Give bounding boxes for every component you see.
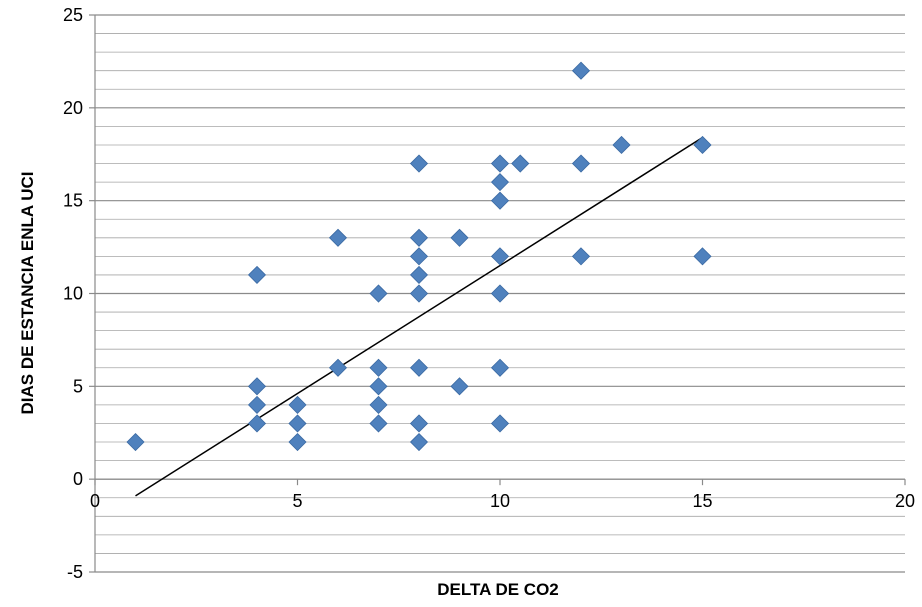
data-point xyxy=(693,247,712,266)
data-point xyxy=(247,377,267,396)
data-point xyxy=(490,154,510,173)
grid-lines xyxy=(89,14,906,573)
data-points xyxy=(126,61,712,452)
data-point xyxy=(511,154,530,173)
data-point xyxy=(571,247,591,266)
data-point xyxy=(288,395,307,414)
data-point xyxy=(409,284,429,303)
data-point xyxy=(369,358,388,377)
x-tick-label: 10 xyxy=(490,491,510,511)
data-point xyxy=(571,61,591,80)
x-tick-label: 5 xyxy=(292,491,302,511)
x-tick-label: 15 xyxy=(692,491,712,511)
y-tick-label: 25 xyxy=(63,5,83,25)
x-axis-label: DELTA DE CO2 xyxy=(437,580,559,599)
data-point xyxy=(571,154,591,173)
data-point xyxy=(369,414,388,433)
data-point xyxy=(247,265,267,284)
data-point xyxy=(288,414,307,433)
data-point xyxy=(450,377,469,396)
data-point xyxy=(409,247,429,266)
x-tick-label: 20 xyxy=(895,491,915,511)
data-point xyxy=(409,432,429,452)
y-tick-label: 5 xyxy=(73,376,83,396)
data-point xyxy=(409,265,429,284)
data-point xyxy=(328,228,348,247)
data-point xyxy=(490,191,510,210)
y-tick-label: 0 xyxy=(73,469,83,489)
data-point xyxy=(693,135,712,155)
data-point xyxy=(247,395,267,414)
data-point xyxy=(409,358,429,377)
data-point xyxy=(409,228,429,247)
data-point xyxy=(369,395,388,414)
data-point xyxy=(247,414,267,433)
data-point xyxy=(490,173,510,192)
y-axis-label: DIAS DE ESTANCIA ENLA UCI xyxy=(18,171,37,414)
trendline xyxy=(135,136,703,497)
data-point xyxy=(450,228,469,247)
data-point xyxy=(409,154,429,173)
data-point xyxy=(490,414,510,433)
data-point xyxy=(288,432,307,452)
data-point xyxy=(490,358,510,377)
y-tick-label: 15 xyxy=(63,191,83,211)
data-point xyxy=(409,414,429,433)
y-tick-label: 10 xyxy=(63,284,83,304)
data-point xyxy=(126,432,145,452)
y-tick-label: -5 xyxy=(67,562,83,582)
y-tick-label: 20 xyxy=(63,98,83,118)
data-point xyxy=(369,377,388,396)
data-point xyxy=(490,247,510,266)
tick-labels: -5 0 5 10 15 20 25 0 5 10 15 20 xyxy=(63,5,915,582)
data-point xyxy=(369,284,388,303)
trendline-group xyxy=(135,136,703,497)
data-point xyxy=(328,358,348,377)
x-tick-label: 0 xyxy=(90,491,100,511)
data-point xyxy=(612,135,631,155)
data-point xyxy=(490,284,510,303)
